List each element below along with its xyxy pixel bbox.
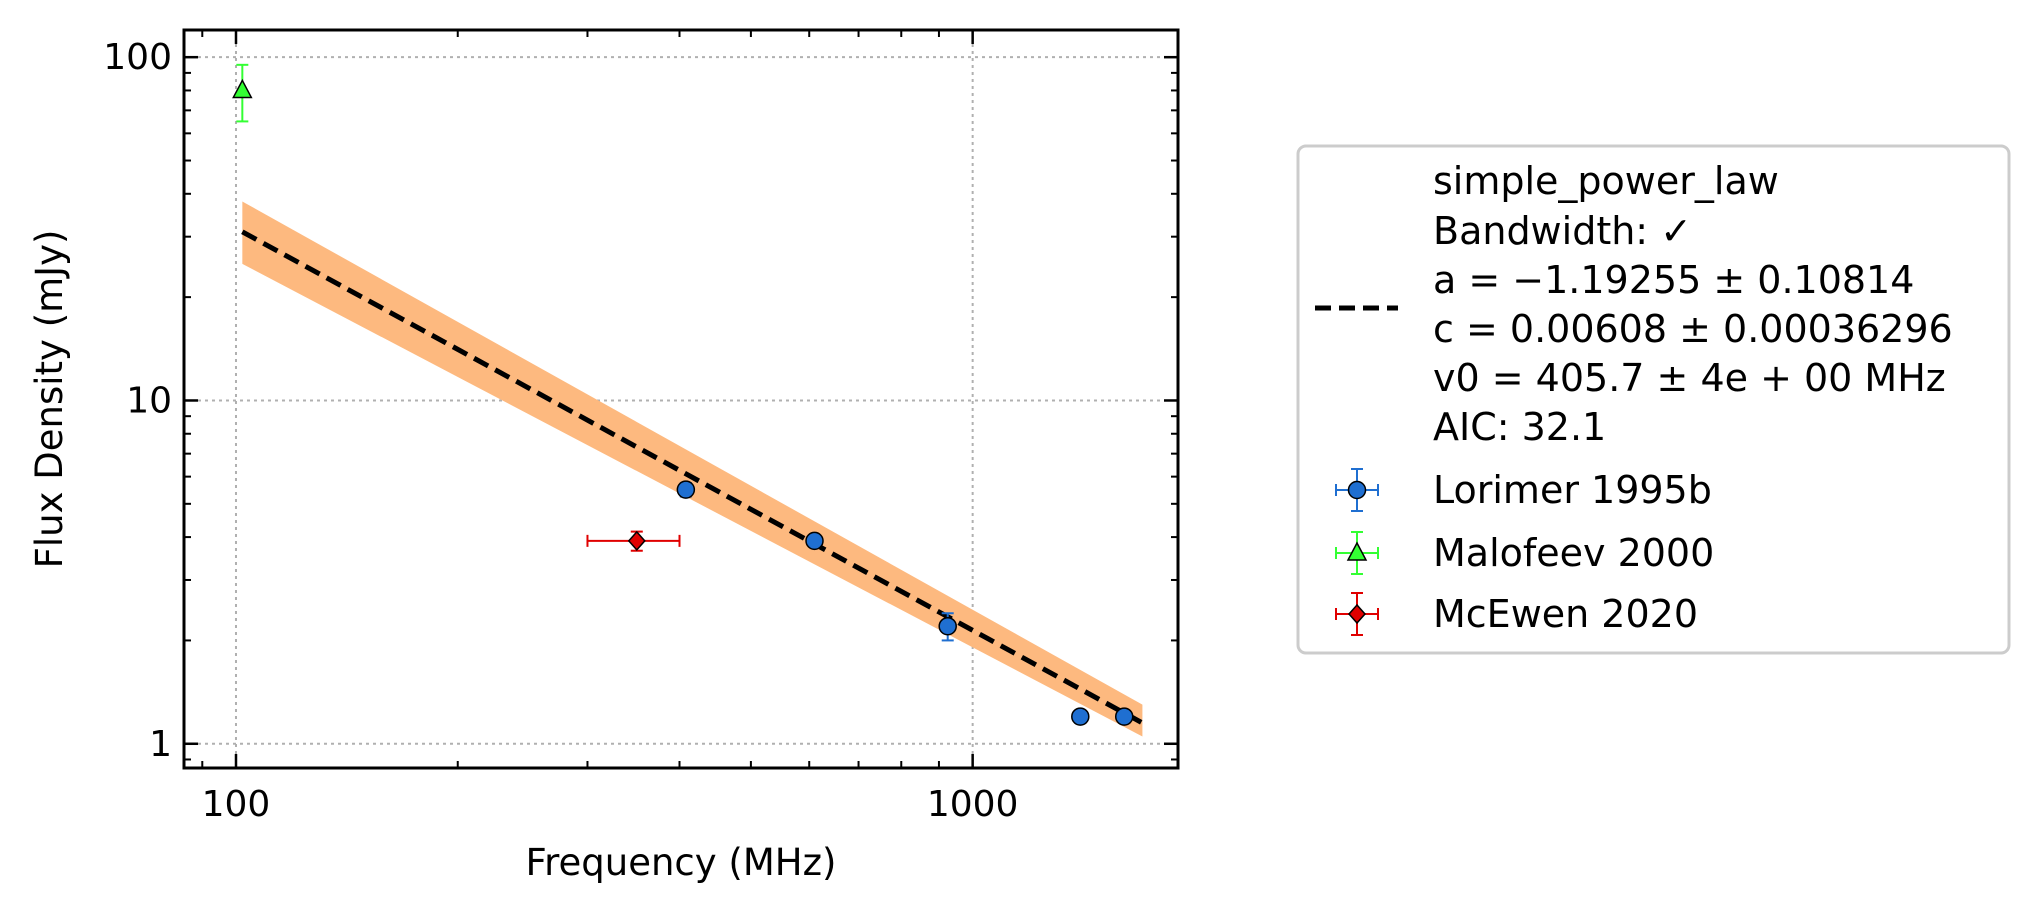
y-axis-label: Flux Density (mJy) — [28, 230, 71, 569]
x-tick-label: 1000 — [927, 784, 1019, 825]
fit-line — [241, 229, 1144, 726]
mcewen-data-point — [627, 530, 646, 551]
legend-fit-line-2: Bandwidth: ✓ — [1433, 209, 1692, 253]
x-tick-label: 100 — [202, 784, 271, 825]
legend: simple_power_law Bandwidth: ✓ a = −1.192… — [1296, 144, 2011, 655]
x-axis-label: Frequency (MHz) — [526, 841, 837, 884]
data-markers — [232, 78, 1134, 726]
fit-line-group — [241, 229, 1144, 726]
fit-uncertainty-band-group — [242, 201, 1143, 737]
y-tick-label: 1 — [149, 724, 172, 765]
legend-box — [1296, 144, 2011, 655]
lorimer-data-point — [805, 531, 824, 551]
grid-lines — [184, 30, 1178, 768]
lorimer-data-point — [938, 616, 957, 636]
y-tick-label: 100 — [103, 37, 172, 78]
legend-fit-line-6: AIC: 32.1 — [1433, 405, 1606, 449]
fit-uncertainty-band — [242, 201, 1143, 737]
plot-frame — [182, 28, 1180, 770]
tick-labels: 100 1000 1 10 100 — [103, 37, 1018, 825]
legend-label-mcewen: McEwen 2020 — [1433, 592, 1698, 636]
legend-series-markers — [1335, 468, 1379, 636]
lorimer-data-point — [1114, 707, 1134, 726]
legend-fit-line-3: a = −1.19255 ± 0.10814 — [1433, 258, 1914, 302]
lorimer-data-point — [676, 480, 696, 499]
legend-lorimer-marker — [1347, 480, 1367, 500]
malofeev-data-point — [232, 78, 253, 99]
legend-malofeev-marker — [1346, 541, 1368, 561]
legend-fit-line-1: simple_power_law — [1433, 159, 1779, 203]
legend-label-lorimer: Lorimer 1995b — [1433, 468, 1712, 512]
y-tick-label: 10 — [126, 380, 172, 421]
legend-fit-line-4: c = 0.00608 ± 0.00036296 — [1433, 307, 1953, 351]
legend-label-malofeev: Malofeev 2000 — [1433, 531, 1714, 575]
legend-mcewen-marker — [1347, 603, 1367, 625]
legend-fit-line-5: v0 = 405.7 ± 4e + 00 MHz — [1433, 356, 1946, 400]
lorimer-data-point — [1071, 707, 1090, 726]
